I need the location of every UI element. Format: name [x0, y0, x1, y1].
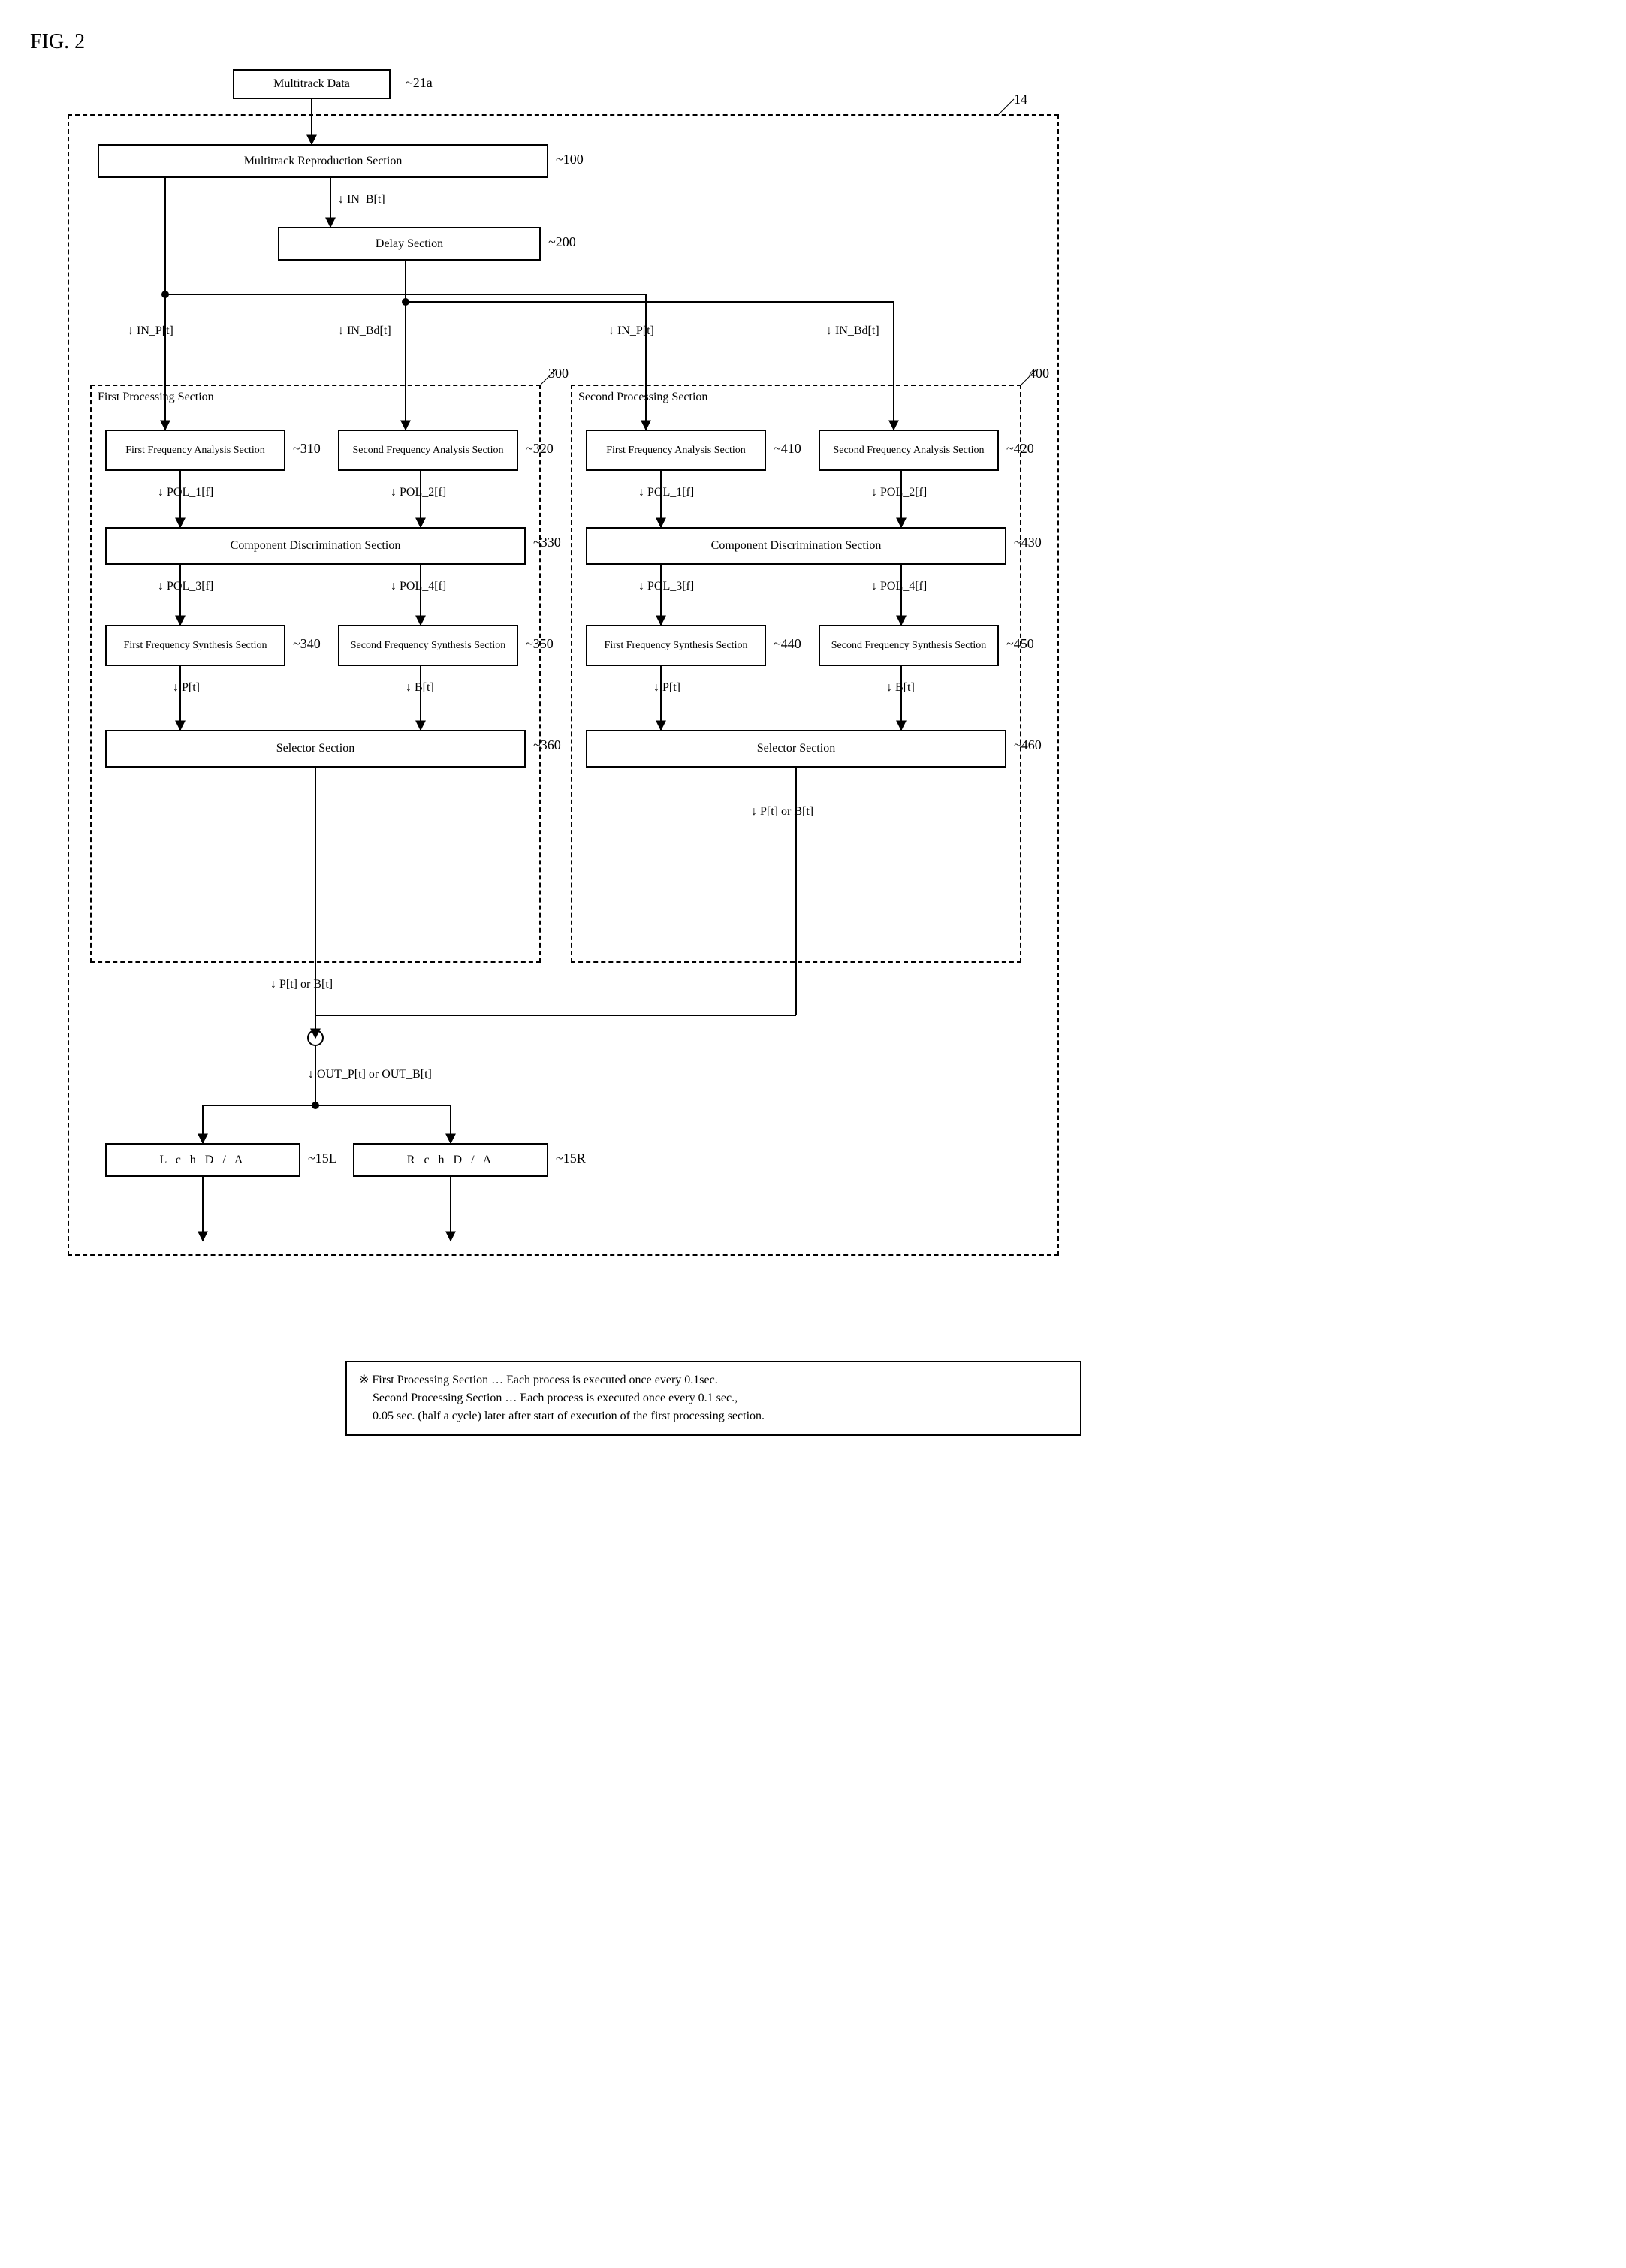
- sig-in-p-left: ↓ IN_P[t]: [128, 324, 173, 338]
- second-freq-synth-350: Second Frequency Synthesis Section: [338, 625, 518, 666]
- ref-340: ~340: [293, 636, 321, 652]
- second-freq-analysis-320: Second Frequency Analysis Section: [338, 430, 518, 471]
- first-freq-synth-340: First Frequency Synthesis Section: [105, 625, 285, 666]
- multitrack-data-box: Multitrack Data: [233, 69, 391, 99]
- ref-14: 14: [1014, 92, 1027, 107]
- ref-21a: ~21a: [406, 75, 433, 91]
- ref-450: ~450: [1006, 636, 1034, 652]
- footnote-box: ※ First Processing Section … Each proces…: [345, 1361, 1081, 1436]
- first-processing-dashed: [90, 385, 541, 963]
- ref-310: ~310: [293, 441, 321, 457]
- ref-330: ~330: [533, 535, 561, 550]
- delay-section: Delay Section: [278, 227, 541, 261]
- footnote-line3: 0.05 sec. (half a cycle) later after sta…: [359, 1407, 1068, 1425]
- ref-400: 400: [1029, 366, 1049, 382]
- ref-320: ~320: [526, 441, 554, 457]
- first-freq-analysis-310: First Frequency Analysis Section: [105, 430, 285, 471]
- figure-title: FIG. 2: [30, 30, 1596, 54]
- diagram: 14 Multitrack Data ~21a Multitrack Repro…: [30, 69, 1081, 1346]
- component-discrimination-430: Component Discrimination Section: [586, 527, 1006, 565]
- ref-440: ~440: [774, 636, 801, 652]
- ref-410: ~410: [774, 441, 801, 457]
- sig-in-bd-right: ↓ IN_Bd[t]: [826, 324, 879, 338]
- ref-350: ~350: [526, 636, 554, 652]
- multitrack-reproduction-section: Multitrack Reproduction Section: [98, 144, 548, 178]
- sig-pol4-r: ↓ POL_4[f]: [871, 580, 927, 593]
- ref-15l: ~15L: [308, 1151, 337, 1166]
- ref-360: ~360: [533, 737, 561, 753]
- footnote-line2: Second Processing Section … Each process…: [359, 1389, 1068, 1407]
- selector-section-360: Selector Section: [105, 730, 526, 768]
- ref-300: 300: [548, 366, 569, 382]
- second-freq-analysis-420: Second Frequency Analysis Section: [819, 430, 999, 471]
- footnote-line1: ※ First Processing Section … Each proces…: [359, 1371, 1068, 1389]
- sig-ptbt-l: ↓ P[t] or B[t]: [270, 978, 333, 991]
- sig-pol3-l: ↓ POL_3[f]: [158, 580, 213, 593]
- sig-pol1-r: ↓ POL_1[f]: [638, 486, 694, 499]
- sig-out: ↓ OUT_P[t] or OUT_B[t]: [308, 1068, 432, 1081]
- selector-section-460: Selector Section: [586, 730, 1006, 768]
- sig-pol1-l: ↓ POL_1[f]: [158, 486, 213, 499]
- sig-in-bd-left: ↓ IN_Bd[t]: [338, 324, 391, 338]
- sig-ptbt-r: ↓ P[t] or B[t]: [751, 805, 813, 819]
- first-freq-analysis-410: First Frequency Analysis Section: [586, 430, 766, 471]
- sig-bt-r: ↓ B[t]: [886, 681, 915, 695]
- sig-pol3-r: ↓ POL_3[f]: [638, 580, 694, 593]
- sig-bt-l: ↓ B[t]: [406, 681, 434, 695]
- second-processing-dashed: [571, 385, 1021, 963]
- component-discrimination-330: Component Discrimination Section: [105, 527, 526, 565]
- ref-100: ~100: [556, 152, 584, 167]
- ref-200: ~200: [548, 234, 576, 250]
- second-freq-synth-450: Second Frequency Synthesis Section: [819, 625, 999, 666]
- ref-15r: ~15R: [556, 1151, 586, 1166]
- sig-pt-r: ↓ P[t]: [653, 681, 680, 695]
- sig-pol4-l: ↓ POL_4[f]: [391, 580, 446, 593]
- ref-430: ~430: [1014, 535, 1042, 550]
- sig-pol2-l: ↓ POL_2[f]: [391, 486, 446, 499]
- sig-in-p-right: ↓ IN_P[t]: [608, 324, 654, 338]
- second-processing-title: Second Processing Section: [578, 391, 707, 404]
- rch-da-box: R c h D / A: [353, 1143, 548, 1177]
- first-freq-synth-440: First Frequency Synthesis Section: [586, 625, 766, 666]
- ref-420: ~420: [1006, 441, 1034, 457]
- sig-pt-l: ↓ P[t]: [173, 681, 200, 695]
- ref-460: ~460: [1014, 737, 1042, 753]
- sig-in-b: ↓ IN_B[t]: [338, 193, 385, 207]
- first-processing-title: First Processing Section: [98, 391, 214, 404]
- sig-pol2-r: ↓ POL_2[f]: [871, 486, 927, 499]
- lch-da-box: L c h D / A: [105, 1143, 300, 1177]
